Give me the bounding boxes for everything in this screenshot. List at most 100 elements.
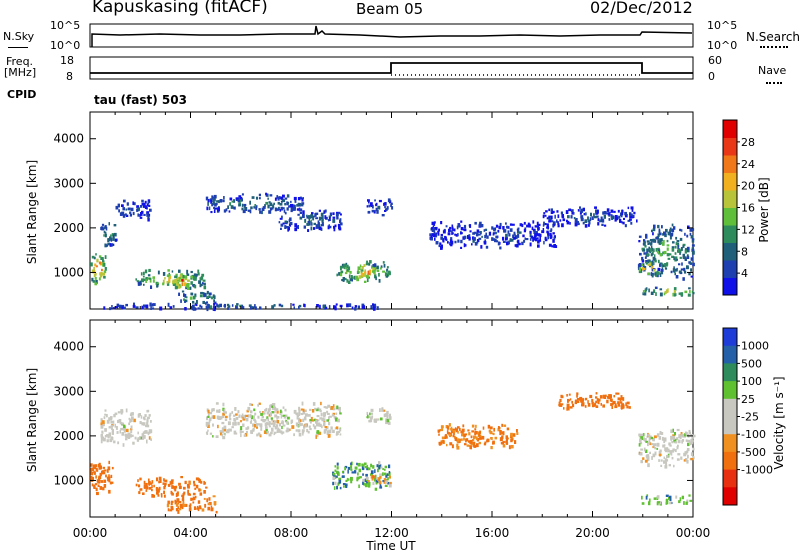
range-gate-cell [518,242,521,246]
range-gate-cell [645,495,648,500]
range-gate-cell [670,501,673,504]
range-gate-cell [573,217,576,220]
range-gate-cell [239,199,242,203]
range-gate-cell [257,415,260,419]
range-gate-cell [251,196,255,199]
range-gate-cell [677,439,681,444]
range-gate-cell [682,253,685,258]
range-gate-cell [350,476,353,481]
range-gate-cell [488,429,491,433]
range-gate-cell [118,419,122,423]
range-gate-cell [266,431,269,434]
range-gate-cell [233,206,236,210]
range-gate-cell [271,405,274,408]
range-gate-cell [662,436,664,439]
range-gate-cell [324,209,327,213]
range-gate-cell [460,239,463,244]
range-gate-cell [378,279,381,283]
range-gate-cell [203,282,206,286]
range-gate-cell [682,243,686,246]
range-gate-cell [277,196,280,201]
range-gate-cell [463,224,467,229]
range-gate-cell [571,211,574,215]
range-gate-cell [122,214,126,218]
range-gate-cell [543,212,546,215]
range-gate-cell [226,430,229,434]
range-gate-cell [670,435,673,440]
range-gate-cell [456,439,459,442]
range-gate-cell [230,205,234,209]
range-gate-cell [212,197,216,202]
range-gate-cell [544,214,547,217]
range-gate-cell [170,490,173,495]
range-gate-cell [175,493,178,498]
range-gate-cell [463,243,466,248]
range-gate-cell [467,235,470,239]
range-gate-cell [637,267,640,270]
range-gate-cell [570,209,574,212]
range-gate-cell [212,408,215,412]
range-gate-cell [329,225,332,229]
range-gate-cell [318,431,322,435]
range-gate-cell [199,304,202,307]
range-gate-cell [249,209,252,214]
range-gate-cell [478,233,481,236]
range-gate-cell [276,415,278,420]
range-gate-cell [373,303,377,308]
range-gate-cell [196,484,199,489]
range-gate-cell [178,508,182,511]
range-gate-cell [544,236,547,241]
range-gate-cell [304,218,307,222]
range-gate-cell [281,425,283,430]
range-gate-cell [140,212,143,216]
range-gate-cell [243,414,246,419]
range-gate-cell [665,502,668,505]
range-gate-cell [332,404,335,408]
range-gate-cell [560,394,563,398]
range-gate-cell [660,271,664,275]
range-gate-cell [107,466,111,471]
range-gate-cell [213,299,215,303]
range-gate-cell [295,429,298,432]
range-gate-cell [249,414,252,418]
range-gate-cell [677,250,680,253]
range-gate-cell [234,421,237,426]
range-gate-cell [531,226,534,230]
range-gate-cell [692,254,694,258]
range-gate-cell [350,275,353,279]
range-gate-cell [282,431,285,434]
range-gate-cell [323,429,326,433]
range-gate-cell [623,217,625,220]
range-gate-cell [457,239,460,243]
range-gate-cell [658,459,660,462]
range-gate-cell [667,257,671,260]
range-gate-cell [130,425,133,430]
range-gate-cell [171,485,174,488]
range-gate-cell [580,215,584,219]
range-gate-cell [480,224,484,228]
range-gate-cell [433,221,436,224]
range-gate-cell [214,501,216,506]
range-gate-cell [606,395,609,399]
range-gate-cell [463,228,467,232]
y-tick-label: 1000 [53,265,84,279]
range-gate-cell [308,221,311,226]
range-gate-cell [181,282,184,287]
range-gate-cell [334,481,337,485]
range-gate-cell [529,230,532,234]
range-gate-cell [103,422,105,427]
range-gate-cell [560,211,563,215]
range-gate-cell [517,239,520,244]
range-gate-cell [345,485,348,488]
range-gate-cell [642,457,645,460]
range-gate-cell [546,217,550,220]
range-gate-cell [203,490,206,494]
nsearch-legend-line [760,46,788,48]
range-gate-cell [223,409,226,413]
range-gate-cell [241,304,244,309]
range-gate-cell [640,436,643,440]
range-gate-cell [337,482,340,486]
range-gate-cell [141,278,144,282]
colorbar-swatch [723,363,737,382]
range-gate-cell [213,194,217,199]
